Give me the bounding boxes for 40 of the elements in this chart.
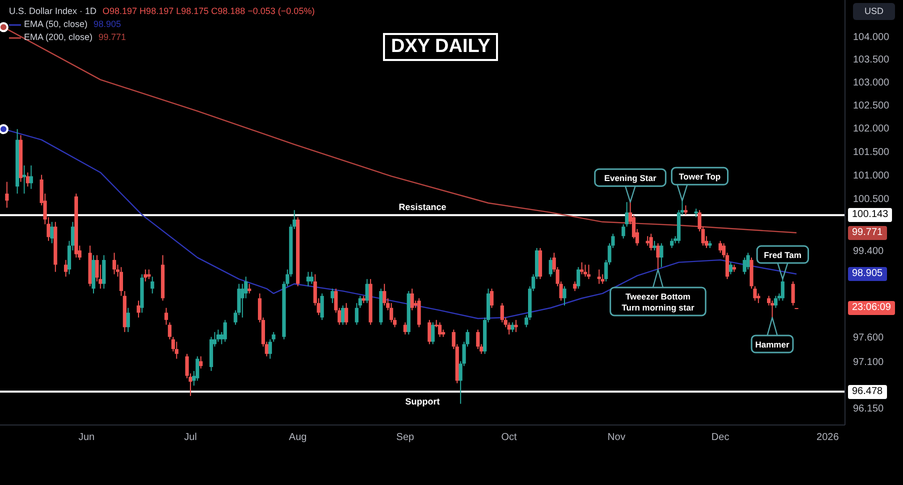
y-tick-label: 100.500	[853, 194, 890, 205]
legend-label: EMA (200, close)	[24, 31, 93, 44]
text: USD	[853, 3, 895, 20]
y-tick-label: 103.000	[853, 78, 890, 89]
annotation: Tower Top	[678, 172, 721, 182]
y-tick-label: 102.000	[853, 124, 890, 135]
y-tick-label: 99.400	[853, 246, 884, 257]
x-tick-label: Aug	[288, 432, 307, 444]
ref-line-label: Resistance	[398, 202, 446, 212]
annotation: Evening Star	[604, 173, 657, 184]
x-tick-label: Nov	[608, 432, 626, 444]
x-tick-label: Jul	[184, 432, 197, 444]
x-tick-label: Sep	[396, 432, 415, 444]
annotation: 99.771	[98, 31, 126, 44]
annotation: Fred Tam	[764, 250, 802, 260]
y-tick-label: 101.000	[853, 170, 890, 182]
text: 96.478	[848, 384, 887, 399]
text: 99.771	[848, 226, 887, 240]
text: 100.143	[848, 208, 892, 222]
annotation: Hammer	[755, 340, 790, 350]
x-tick-label: Dec	[711, 432, 730, 444]
text: U.S. Dollar Index · 1D	[9, 6, 97, 16]
y-tick-label: 104.000	[853, 32, 890, 43]
x-tick-label: 2026	[816, 432, 840, 444]
annotation: O98.197 H98.197 L98.175 C98.188 −0.053 (−0.05%)	[102, 6, 315, 16]
y-tick-label: 96.150	[853, 403, 884, 414]
text: 23:06:09	[848, 301, 895, 316]
annotation: 98.905	[94, 18, 122, 31]
ref-line-label: Support	[405, 396, 440, 407]
x-tick-label: Oct	[501, 432, 518, 444]
y-tick-label: 103.500	[853, 54, 890, 66]
legend-label: EMA (50, close)	[24, 18, 88, 31]
y-tick-label: 97.600	[853, 332, 884, 344]
y-tick-label: 97.100	[853, 356, 884, 368]
text: 98.905	[848, 267, 887, 282]
y-tick-label: 101.500	[853, 146, 890, 158]
annotation: Tweezer Bottom Turn morning star	[622, 291, 695, 312]
y-tick-label: 102.500	[853, 100, 890, 112]
x-tick-label: Jun	[78, 432, 95, 444]
text: DXY DAILY	[383, 33, 498, 61]
